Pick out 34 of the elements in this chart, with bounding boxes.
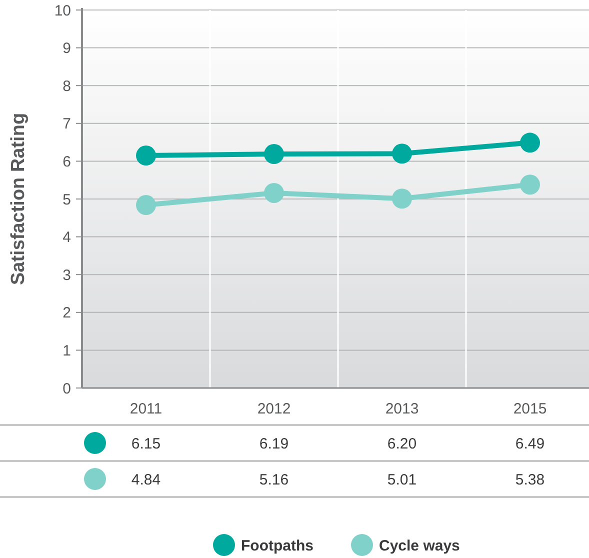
y-axis-title: Satisfaction Rating [8,112,29,286]
point [392,188,412,209]
y-tick-label: 2 [62,304,71,322]
data-label: 5.38 [515,471,545,488]
y-tick-label: 6 [62,153,71,170]
y-tick-label: 9 [62,40,71,58]
point [264,144,284,164]
y-tick-label: 1 [62,342,71,360]
point [520,174,540,195]
point [264,182,284,203]
data-label: 5.16 [259,471,289,488]
data-label: 4.84 [131,471,161,488]
x-tick-label: 2013 [385,400,419,418]
legend-label: Cycle ways [379,537,460,554]
data-label: 6.19 [259,435,289,452]
point [392,144,412,164]
x-tick-label: 2012 [257,400,291,418]
data-label: 6.49 [515,435,545,452]
y-tick-label: 10 [54,2,71,20]
y-tick-label: 3 [62,266,71,284]
point [136,195,156,216]
data-label: 6.20 [387,435,417,452]
y-tick-label: 7 [62,116,71,133]
y-tick-label: 4 [62,229,71,246]
x-tick-label: 2011 [130,400,162,418]
x-tick-label: 2015 [513,400,547,418]
y-tick-label: 0 [62,380,71,398]
y-tick-label: 8 [62,78,71,95]
data-label: 6.15 [131,435,161,452]
y-tick-label: 5 [62,191,71,208]
data-label: 5.01 [387,471,417,488]
point [136,146,156,166]
point [520,132,540,153]
legend-label: Footpaths [241,537,314,554]
